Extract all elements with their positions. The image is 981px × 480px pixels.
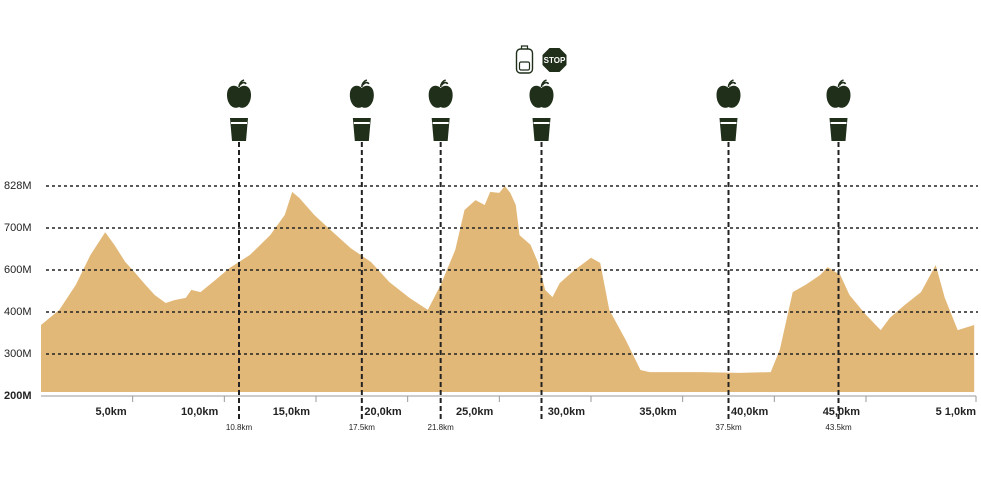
stop-sign [542, 48, 567, 72]
backpack-body [515, 48, 534, 74]
backpack-handle [520, 45, 529, 49]
x-tick-label: 15,0km [273, 406, 311, 418]
cup-band [231, 122, 247, 124]
station-label: 10.8km [226, 423, 253, 432]
cup-band [830, 122, 847, 124]
cup-band [353, 122, 370, 124]
station-icons [227, 79, 251, 141]
apple-icon [428, 85, 453, 108]
x-tick-label: 25,0km [456, 406, 494, 418]
apple-icon [349, 85, 374, 108]
station-icons [826, 79, 851, 141]
cup-icon [230, 118, 248, 141]
backpack-pocket [518, 61, 531, 71]
backpack-icon [515, 45, 534, 74]
y-tick-label: 600M [4, 264, 32, 276]
apple-leaf [540, 79, 550, 88]
x-tick-label: 45,0km [823, 406, 861, 418]
y-tick-label: 200M [4, 390, 32, 402]
y-tick-label: 828M [4, 180, 32, 192]
y-tick-label: 400M [4, 306, 32, 318]
cup-icon [431, 118, 450, 141]
x-tick-label: 5 1,0km [936, 406, 977, 418]
stop-text: STOP [544, 56, 566, 65]
apple-leaf [361, 79, 370, 88]
apple-leaf [238, 79, 247, 88]
station-label: 21.8km [428, 423, 455, 432]
x-tick-label: 10,0km [181, 406, 219, 418]
cup-band [720, 122, 737, 124]
station-label: 43.5km [825, 423, 852, 432]
y-tick-label: 300M [4, 348, 32, 360]
cup-icon [532, 118, 551, 141]
x-tick-label: 5,0km [95, 406, 126, 418]
cup-band [432, 122, 449, 124]
apple-leaf [837, 79, 847, 88]
apple-icon [716, 85, 741, 108]
x-tick-label: 40,0km [731, 406, 769, 418]
apple-leaf [439, 79, 449, 88]
x-tick-label: 35,0km [639, 406, 677, 418]
apple-icon [529, 85, 554, 108]
station-icons [428, 79, 453, 141]
apple-icon [227, 85, 251, 108]
apple-leaf [727, 79, 737, 88]
x-tick-label: 20,0km [364, 406, 402, 418]
station-label: 37.5km [715, 423, 742, 432]
station-label: 17.5km [349, 423, 376, 432]
cup-band [533, 122, 550, 124]
station-icons [716, 79, 741, 141]
cup-icon [829, 118, 848, 141]
apple-icon [826, 85, 851, 108]
station-icons [349, 79, 374, 141]
cup-icon [719, 118, 738, 141]
x-tick-label: 30,0km [548, 406, 586, 418]
cup-icon [352, 118, 371, 141]
y-tick-label: 700M [4, 222, 32, 234]
elevation-area [41, 186, 975, 392]
station-icons [529, 79, 554, 141]
